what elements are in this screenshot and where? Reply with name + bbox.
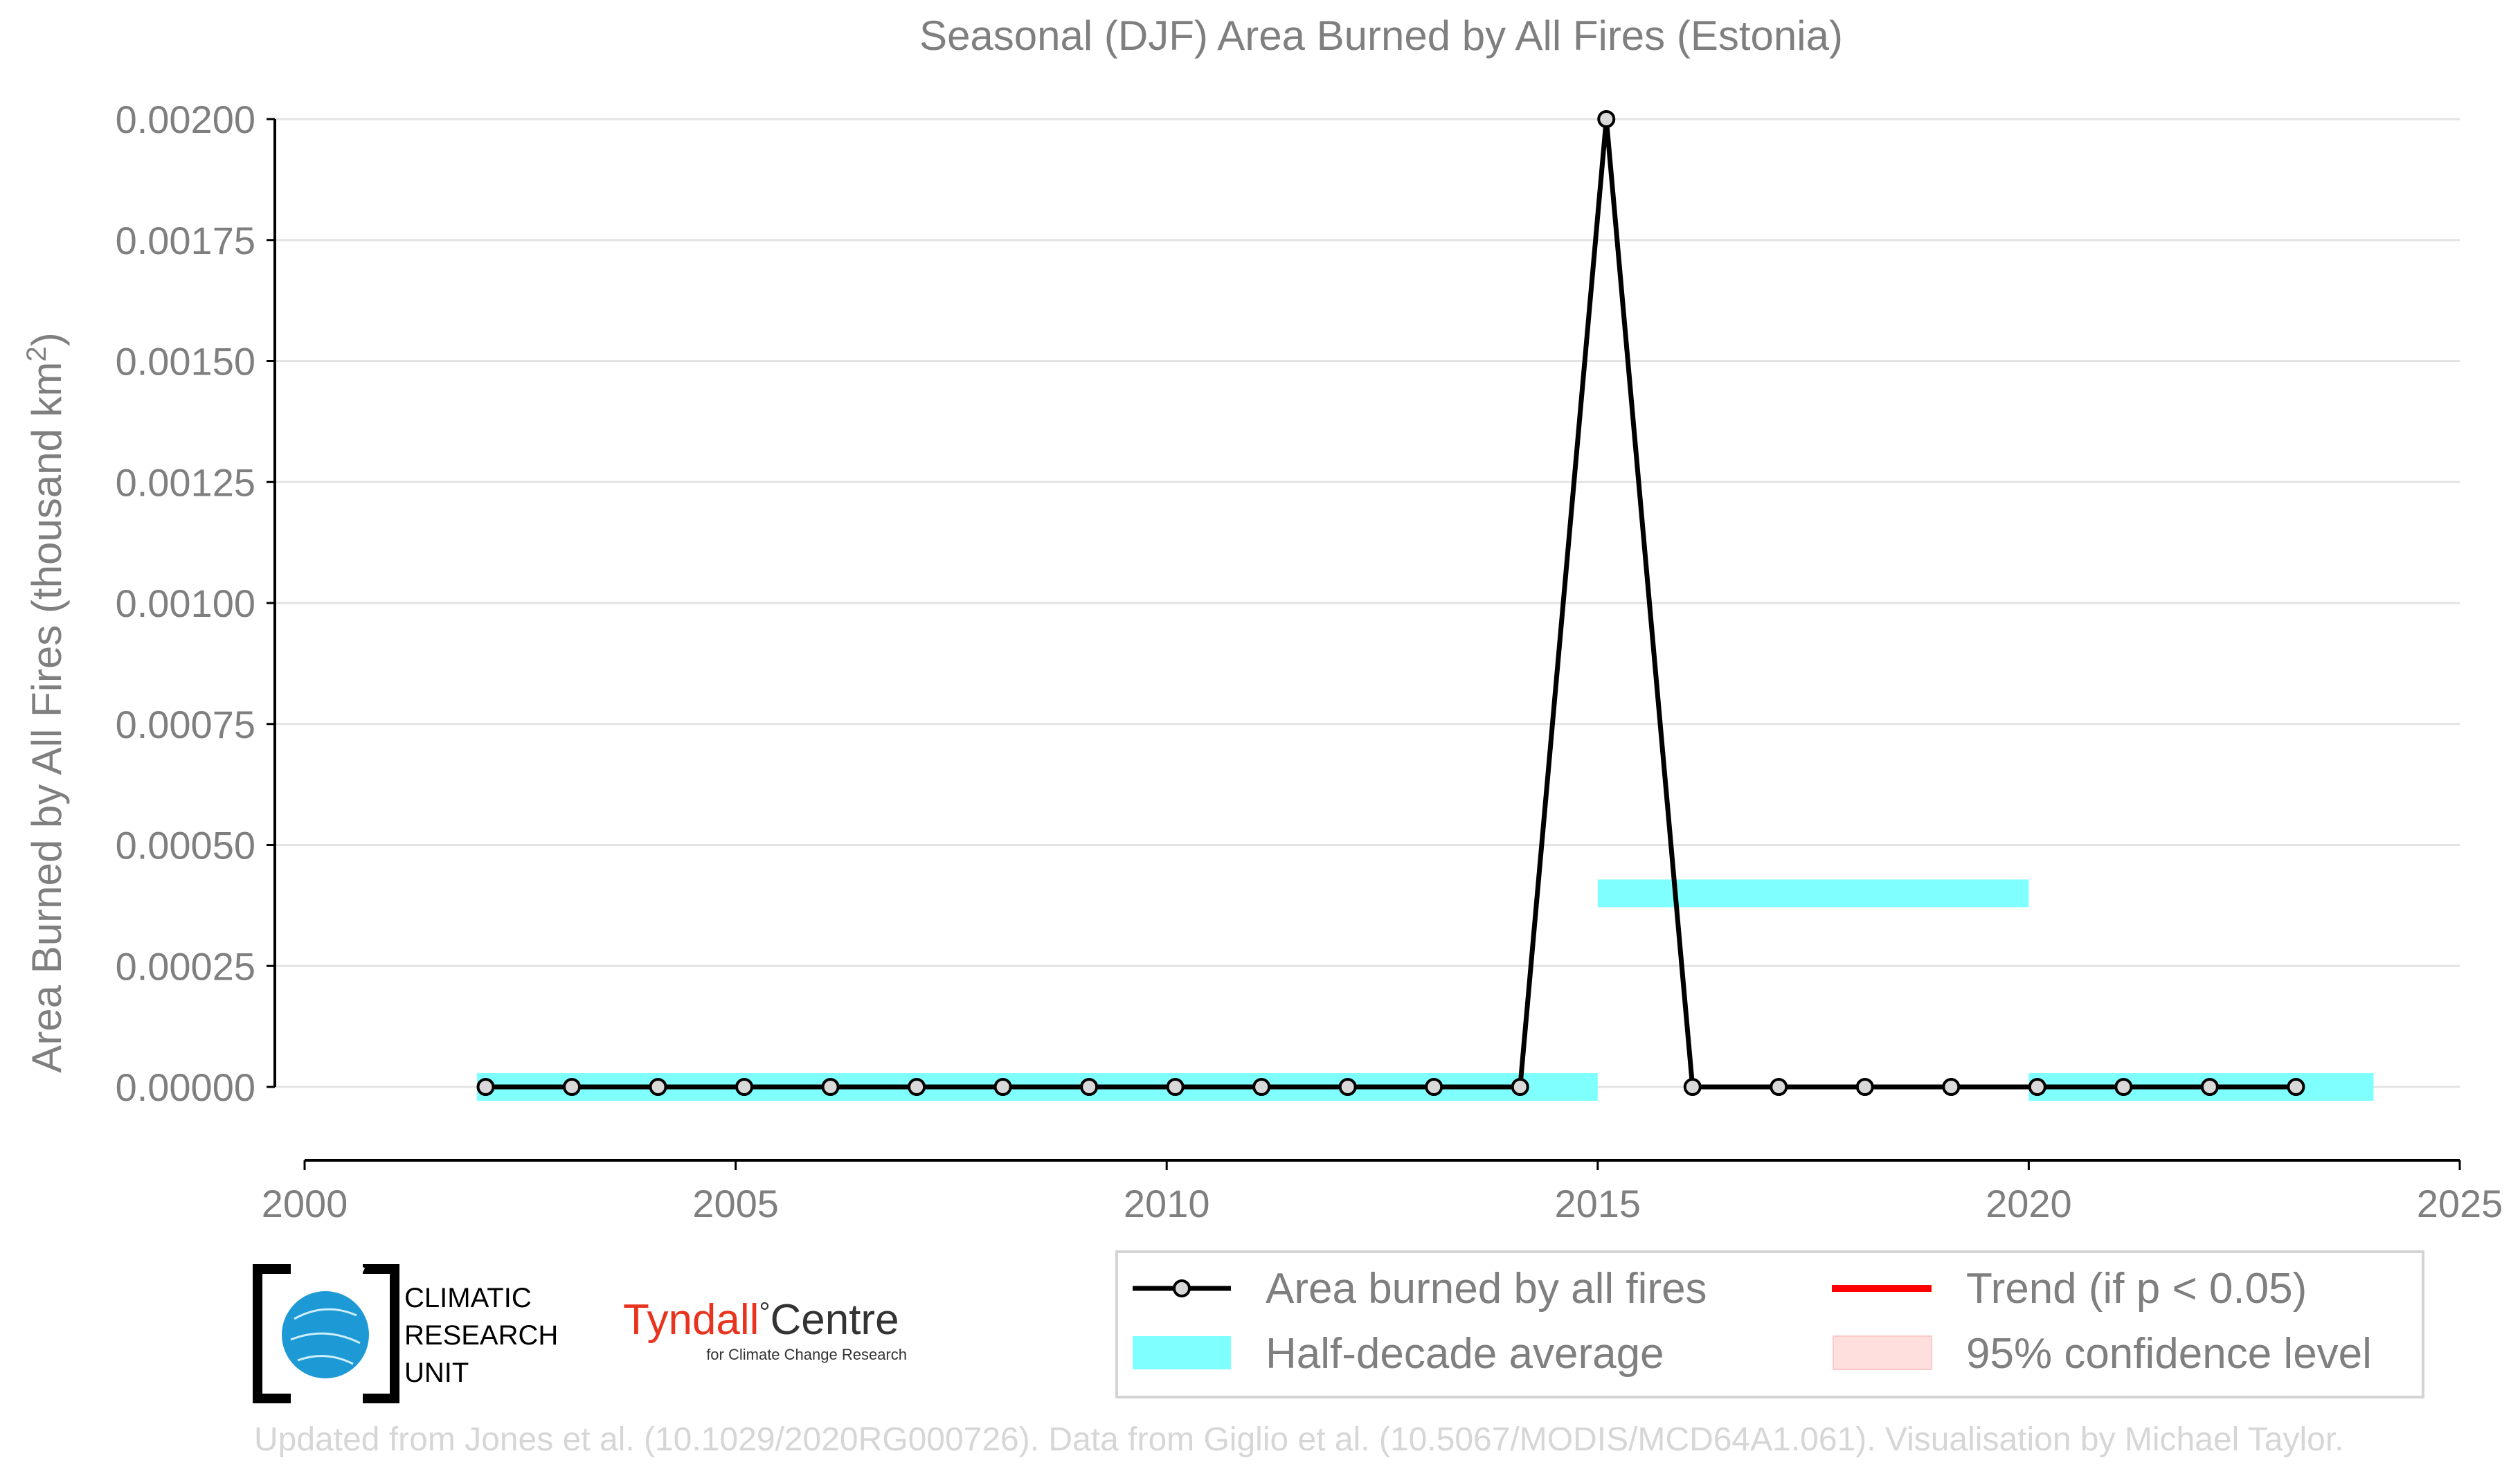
x-tick-label: 2000 (262, 1182, 348, 1225)
cru-logo-right-bracket (363, 1264, 399, 1403)
y-tick-labels: 0.00000 0.00025 0.00050 0.00075 0.00100 0.001… (116, 98, 255, 1109)
tyndall-logo-subtitle: for Climate Change Research (706, 1346, 907, 1363)
data-point (1597, 110, 1616, 128)
y-tick-label: 0.00200 (116, 98, 255, 141)
half-decade-average-bands (477, 879, 2374, 1101)
data-point (2287, 1078, 2305, 1096)
chart-title: Seasonal (DJF) Area Burned by All Fires … (919, 12, 1843, 59)
data-point (735, 1078, 754, 1096)
cru-logo-line2: RESEARCH (404, 1320, 558, 1351)
data-point (2028, 1078, 2046, 1096)
data-series (476, 110, 2305, 1096)
data-point (1683, 1078, 1702, 1096)
cru-logo: CLIMATIC RESEARCH UNIT (253, 1263, 558, 1403)
y-tick-label: 0.00000 (116, 1065, 255, 1109)
data-point (908, 1078, 926, 1096)
credit-line: Updated from Jones et al. (10.1029/2020R… (254, 1421, 2344, 1458)
data-point (2114, 1078, 2133, 1096)
y-tick-label: 0.00075 (116, 703, 255, 746)
legend-label-half-decade: Half-decade average (1266, 1330, 1664, 1378)
tyndall-logo-title: Tyndall°Centre (623, 1296, 899, 1344)
legend-frame (1115, 1250, 2424, 1398)
x-tick-label: 2015 (1555, 1182, 1641, 1225)
x-tick-label: 2025 (2417, 1182, 2503, 1225)
y-tick-label: 0.00125 (116, 460, 255, 504)
axes (267, 118, 2461, 1170)
cru-logo-line1: CLIMATIC (404, 1283, 532, 1313)
data-point (1252, 1078, 1271, 1096)
y-tick-label: 0.00050 (116, 824, 255, 867)
data-point (1425, 1078, 1443, 1096)
cru-logo-globe-icon (282, 1291, 369, 1378)
half-decade-average-band (1597, 879, 2029, 908)
data-point (993, 1078, 1012, 1096)
cru-logo-left-bracket (253, 1264, 291, 1403)
legend: Area burned by all fires Trend (if p < 0… (1115, 1250, 2424, 1398)
data-point (1942, 1078, 1961, 1096)
data-point (476, 1078, 495, 1096)
data-point (1511, 1078, 1529, 1096)
data-point (563, 1078, 582, 1096)
data-point (821, 1078, 840, 1096)
x-tick-label: 2010 (1124, 1182, 1210, 1225)
x-tick-label: 2020 (1986, 1182, 2072, 1225)
legend-label-trend: Trend (if p < 0.05) (1966, 1265, 2307, 1313)
y-tick-label: 0.00025 (116, 944, 255, 988)
grid-lines (275, 118, 2460, 1088)
legend-label-confidence: 95% confidence level (1966, 1330, 2372, 1378)
cru-logo-globe-lines (290, 1308, 361, 1365)
x-tick-label: 2005 (692, 1182, 779, 1225)
data-point (2200, 1078, 2219, 1096)
y-tick-label: 0.00100 (116, 582, 255, 625)
y-tick-label: 0.00150 (116, 340, 255, 384)
data-point (1855, 1078, 1874, 1096)
y-tick-label: 0.00175 (116, 219, 255, 262)
x-tick-labels: 2000 2005 2010 2015 2020 2025 (262, 1182, 2503, 1225)
cru-logo-line3: UNIT (404, 1358, 469, 1388)
tyndall-logo: Tyndall°Centre for Climate Change Resear… (623, 1296, 907, 1363)
legend-swatch-confidence (1833, 1335, 1932, 1370)
data-point (1770, 1078, 1788, 1096)
y-axis-label: Area Burned by All Fires (thousand km2) (21, 332, 70, 1072)
data-point (1080, 1078, 1099, 1096)
series-line-area-burned (485, 118, 2296, 1090)
data-point (1338, 1078, 1357, 1096)
legend-swatch-half-decade (1133, 1336, 1231, 1369)
legend-label-area-burned: Area burned by all fires (1266, 1265, 1707, 1313)
legend-marker-area-burned (1173, 1279, 1191, 1297)
data-point (1166, 1078, 1185, 1096)
data-point (649, 1078, 667, 1096)
